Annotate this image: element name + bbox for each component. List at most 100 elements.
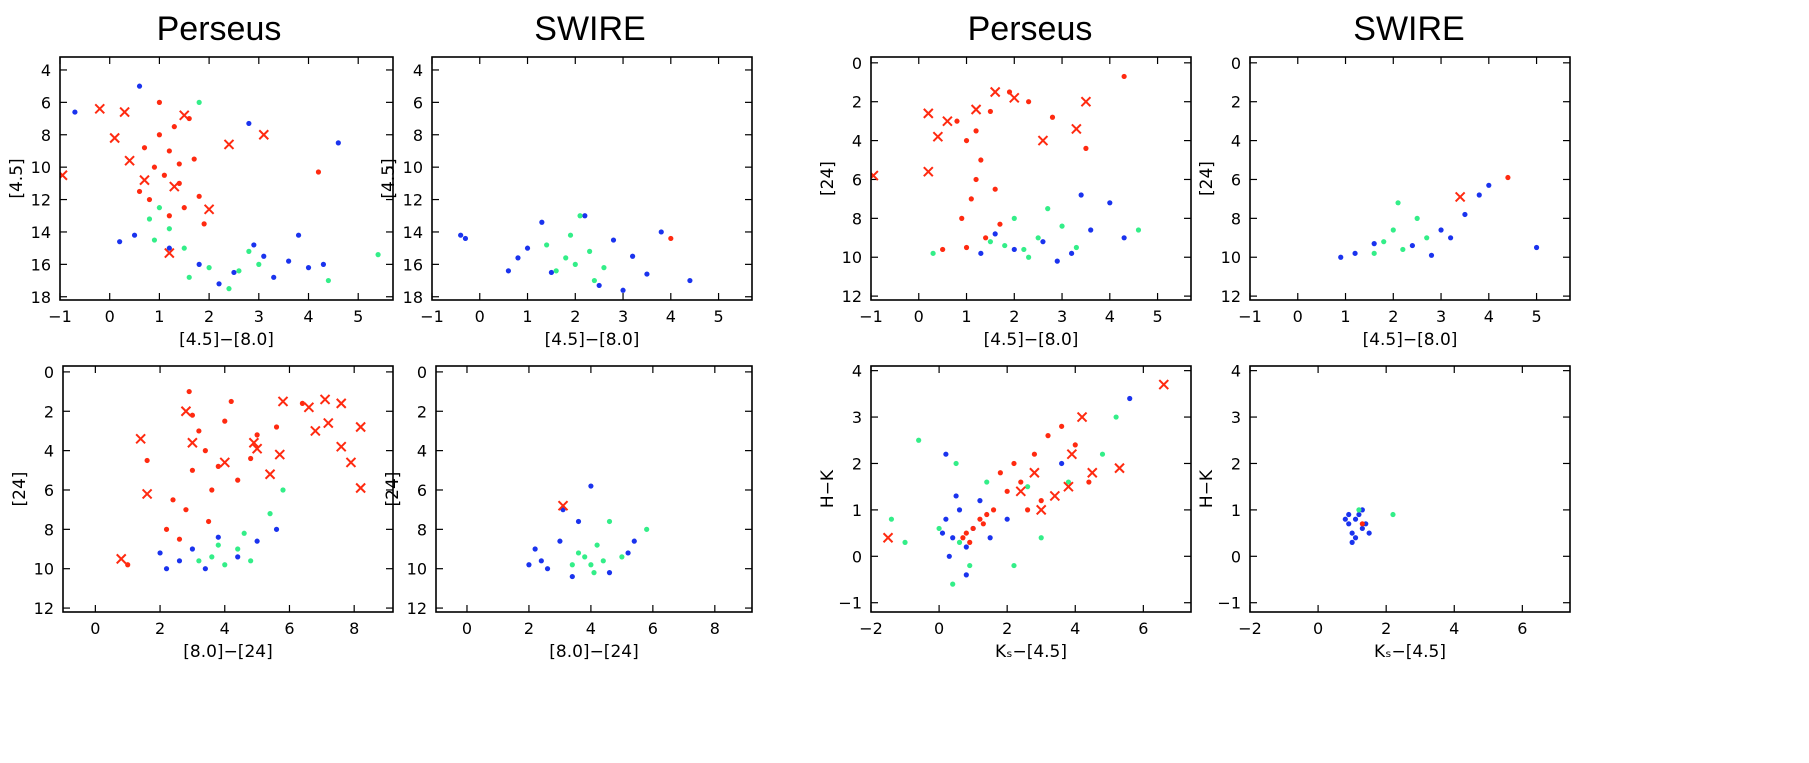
y-tick-label: 4 — [852, 132, 862, 151]
data-point-green — [967, 562, 973, 569]
y-tick-label: 0 — [852, 547, 862, 566]
data-point-green — [591, 570, 597, 576]
data-point-red-x — [923, 108, 934, 119]
x-tick-label: −1 — [1238, 307, 1262, 326]
data-point-blue — [644, 271, 650, 277]
data-point-green — [902, 539, 908, 545]
data-point-red-x — [942, 115, 953, 127]
data-point-green — [235, 546, 241, 552]
data-point-green — [569, 562, 575, 568]
data-point-blue — [1476, 192, 1482, 198]
data-point-blue — [620, 287, 626, 293]
data-point-blue — [1356, 511, 1362, 518]
data-point-red-x — [319, 394, 331, 405]
x-tick-label: 1 — [961, 307, 971, 326]
data-point-red — [228, 398, 234, 405]
y-axis-label: H−K — [1197, 469, 1217, 508]
data-point-red — [1026, 99, 1032, 105]
data-point-red-x — [1114, 462, 1125, 474]
data-point-red-x — [135, 433, 146, 445]
plot-frame — [870, 365, 1192, 613]
data-point-blue — [505, 268, 512, 274]
data-point-red — [1359, 521, 1365, 527]
y-tick-label: 4 — [1231, 132, 1241, 151]
data-point-green — [1021, 246, 1027, 253]
data-point-red — [222, 418, 228, 424]
x-axis-label: [8.0]−[24] — [549, 642, 638, 662]
data-point-red — [201, 221, 207, 227]
x-tick-label: −2 — [1238, 619, 1262, 638]
x-tick-label: 0 — [934, 619, 944, 638]
data-point-green — [984, 479, 990, 485]
x-tick-label: 3 — [618, 307, 628, 326]
data-point-green — [375, 252, 381, 258]
data-point-green — [930, 250, 936, 256]
y-axis-label: [4.5] — [379, 158, 399, 198]
x-tick-label: 0 — [105, 307, 115, 326]
data-point-blue — [305, 265, 312, 271]
data-point-red-x — [116, 553, 127, 565]
data-point-red-x — [60, 170, 68, 181]
data-point-green — [591, 277, 597, 284]
data-point-red — [973, 176, 979, 183]
y-tick-label: 8 — [413, 126, 423, 145]
data-point-red — [1121, 73, 1127, 80]
data-point-blue — [1533, 244, 1540, 251]
data-point-red-x — [323, 417, 334, 429]
y-tick-label: 10 — [842, 248, 862, 267]
data-point-red — [315, 169, 322, 175]
data-point-green — [888, 516, 895, 522]
x-tick-label: 6 — [1517, 619, 1527, 638]
data-point-blue — [569, 573, 575, 580]
data-point-blue — [532, 546, 538, 552]
data-point-green — [1002, 242, 1008, 249]
data-point-green — [1135, 227, 1142, 233]
data-point-blue — [1059, 460, 1065, 467]
data-point-red — [141, 145, 148, 151]
data-point-red — [1059, 423, 1065, 429]
data-point-red — [163, 526, 170, 532]
x-tick-label: 4 — [666, 307, 676, 326]
y-axis-label: [24] — [10, 472, 30, 507]
x-tick-label: −1 — [859, 307, 883, 326]
data-point-red — [144, 457, 150, 464]
data-point-red — [1004, 488, 1010, 494]
y-tick-label: 6 — [417, 481, 427, 500]
data-point-green — [1381, 239, 1387, 245]
data-point-green — [209, 554, 215, 560]
data-point-green — [1390, 227, 1396, 233]
data-point-blue — [548, 269, 555, 276]
data-point-blue — [1004, 516, 1010, 522]
data-point-green — [582, 554, 588, 560]
data-point-red-x — [1080, 96, 1092, 107]
x-tick-label: 8 — [710, 619, 720, 638]
data-point-red — [146, 196, 153, 203]
data-point-red — [1038, 498, 1044, 504]
data-point-green — [222, 562, 228, 568]
column-title-perseus-left: Perseus — [157, 10, 282, 48]
y-tick-label: 2 — [852, 93, 862, 112]
x-tick-label: 8 — [349, 619, 359, 638]
data-point-red — [963, 530, 969, 536]
data-point-red-x — [1037, 135, 1049, 146]
x-axis-label: [4.5]−[8.0] — [545, 330, 640, 350]
data-point-blue — [1040, 239, 1046, 245]
x-tick-label: 6 — [1138, 619, 1148, 638]
y-tick-label: 3 — [1231, 408, 1241, 427]
data-point-blue — [286, 258, 292, 264]
plot-frame — [870, 56, 1192, 301]
data-point-red — [963, 137, 970, 144]
data-point-blue — [1352, 516, 1359, 522]
data-point-blue — [1054, 258, 1060, 264]
data-point-red — [954, 118, 960, 124]
data-point-red-x — [1015, 486, 1026, 497]
data-point-red — [196, 428, 202, 434]
y-tick-label: 6 — [1231, 170, 1241, 189]
data-point-blue — [251, 242, 257, 248]
data-point-red — [189, 467, 196, 473]
